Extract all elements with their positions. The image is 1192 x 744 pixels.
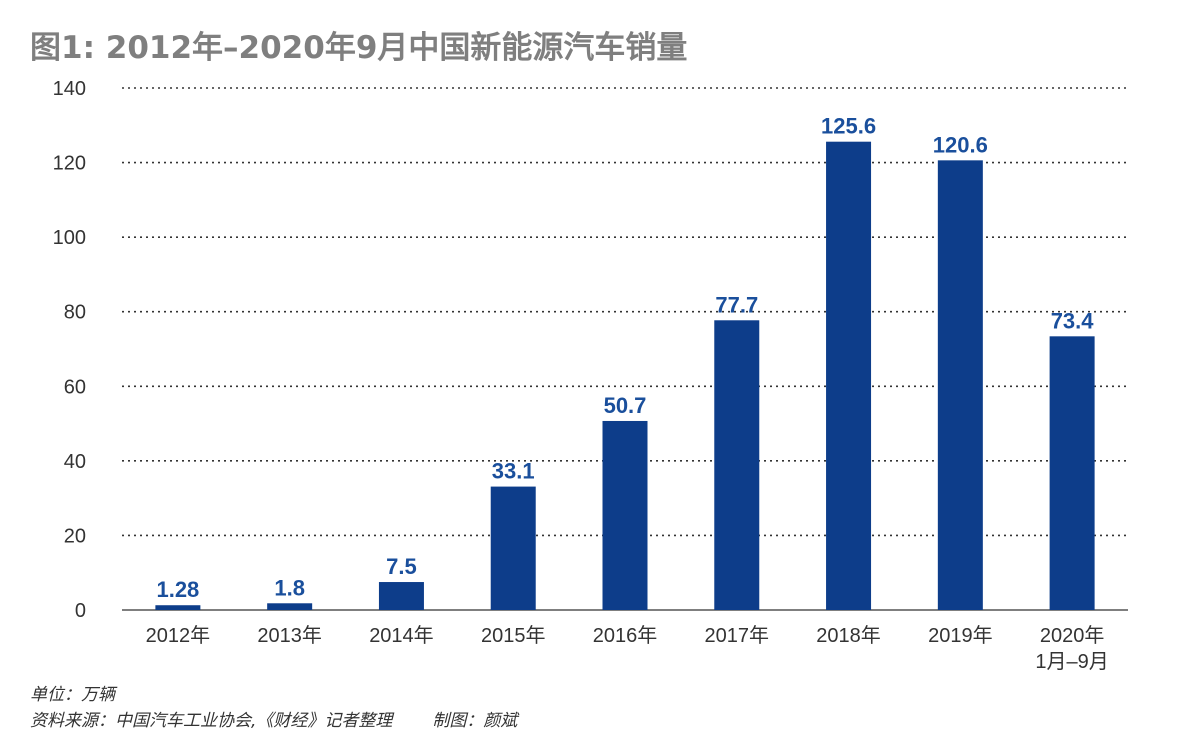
bar <box>490 486 536 610</box>
x-tick-label: 2012年 <box>146 624 211 647</box>
data-label: 120.6 <box>933 132 988 157</box>
bar <box>937 160 983 610</box>
data-label: 1.28 <box>156 577 199 602</box>
bar <box>155 605 201 610</box>
x-tick-label: 2019年 <box>928 624 993 647</box>
data-label: 125.6 <box>821 114 876 139</box>
y-tick-label: 100 <box>53 227 86 249</box>
y-tick-label: 60 <box>64 376 86 398</box>
y-tick-label: 20 <box>64 525 86 547</box>
x-tick-label: 1月–9月 <box>1035 651 1108 673</box>
y-tick-label: 40 <box>64 451 86 473</box>
x-tick-label: 2016年 <box>593 624 658 647</box>
x-tick-label: 2014年 <box>369 624 434 647</box>
source-text: 资料来源：中国汽车工业协会,《财经》记者整理 <box>30 711 393 731</box>
data-label: 73.4 <box>1051 308 1095 333</box>
source-note: 资料来源：中国汽车工业协会,《财经》记者整理 制图：颜斌 <box>30 706 517 731</box>
data-label: 1.8 <box>274 575 305 600</box>
data-label: 33.1 <box>492 459 535 484</box>
bar <box>1049 336 1095 610</box>
bar <box>602 420 648 610</box>
bar-chart: 0 20 40 60 80 100 120 140 1.28 2012年 1.8 2013年 7.5 20… <box>53 78 1128 673</box>
bar <box>267 603 313 610</box>
y-tick-label: 140 <box>53 78 86 100</box>
credit-text: 制图：颜斌 <box>432 711 518 731</box>
data-label: 50.7 <box>604 393 647 418</box>
bar <box>826 141 872 611</box>
x-tick-label: 2013年 <box>257 624 322 647</box>
unit-note: 单位：万辆 <box>30 685 115 705</box>
bar <box>378 582 424 610</box>
x-tick-label: 2018年 <box>816 624 881 647</box>
x-tick-label: 2015年 <box>481 624 546 647</box>
y-tick-label: 0 <box>75 600 86 622</box>
chart-title: 图1: 2012年–2020年9月中国新能源汽车销量 <box>30 30 688 66</box>
bar <box>714 320 760 610</box>
x-tick-label: 2020年 <box>1040 624 1105 647</box>
data-label: 7.5 <box>386 554 417 579</box>
y-tick-label: 120 <box>53 153 86 175</box>
y-tick-label: 80 <box>64 302 86 324</box>
data-label: 77.7 <box>715 292 758 317</box>
x-tick-label: 2017年 <box>705 624 770 647</box>
